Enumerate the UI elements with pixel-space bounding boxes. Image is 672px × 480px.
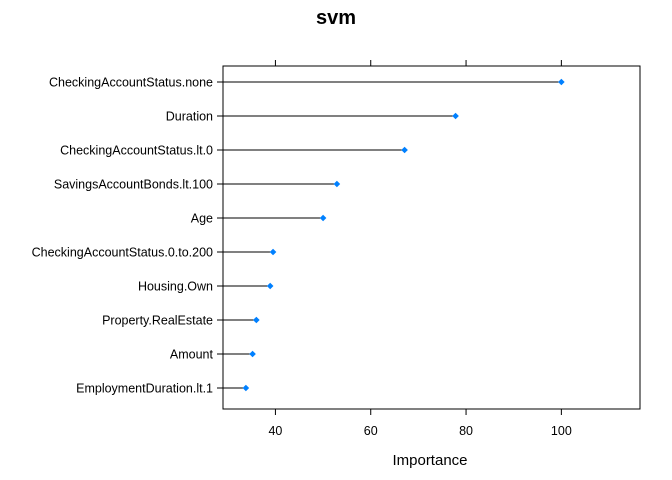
data-point-9 — [242, 384, 250, 392]
category-label-2: CheckingAccountStatus.lt.0 — [60, 144, 213, 158]
category-label-5: CheckingAccountStatus.0.to.200 — [32, 246, 213, 260]
data-point-2 — [401, 146, 408, 154]
category-label-6: Housing.Own — [138, 280, 213, 294]
category-label-1: Duration — [166, 110, 213, 124]
data-point-8 — [249, 350, 256, 358]
x-tick-label-0: 40 — [268, 424, 282, 438]
data-point-0 — [558, 78, 565, 86]
data-point-4 — [319, 214, 327, 222]
x-axis-label: Importance — [392, 452, 467, 469]
plot-frame — [222, 65, 641, 410]
data-point-6 — [266, 282, 274, 290]
category-label-0: CheckingAccountStatus.none — [49, 76, 213, 90]
category-label-8: Amount — [170, 348, 214, 362]
data-point-7 — [253, 316, 260, 324]
x-tick-label-3: 100 — [551, 424, 572, 438]
category-label-7: Property.RealEstate — [102, 314, 213, 328]
x-tick-label-1: 60 — [364, 424, 378, 438]
category-label-4: Age — [191, 212, 213, 226]
data-point-1 — [452, 112, 459, 120]
chart-title: svm — [316, 7, 356, 29]
category-label-9: EmploymentDuration.lt.1 — [76, 382, 213, 396]
data-point-3 — [333, 180, 341, 188]
x-axis-ticks: 40 60 80 100 — [268, 60, 572, 438]
marks-layer — [223, 78, 565, 392]
x-tick-label-2: 80 — [459, 424, 473, 438]
data-point-5 — [269, 248, 277, 256]
category-labels: CheckingAccountStatus.none Duration Checki… — [32, 76, 223, 396]
category-label-3: SavingsAccountBonds.lt.100 — [54, 178, 213, 192]
